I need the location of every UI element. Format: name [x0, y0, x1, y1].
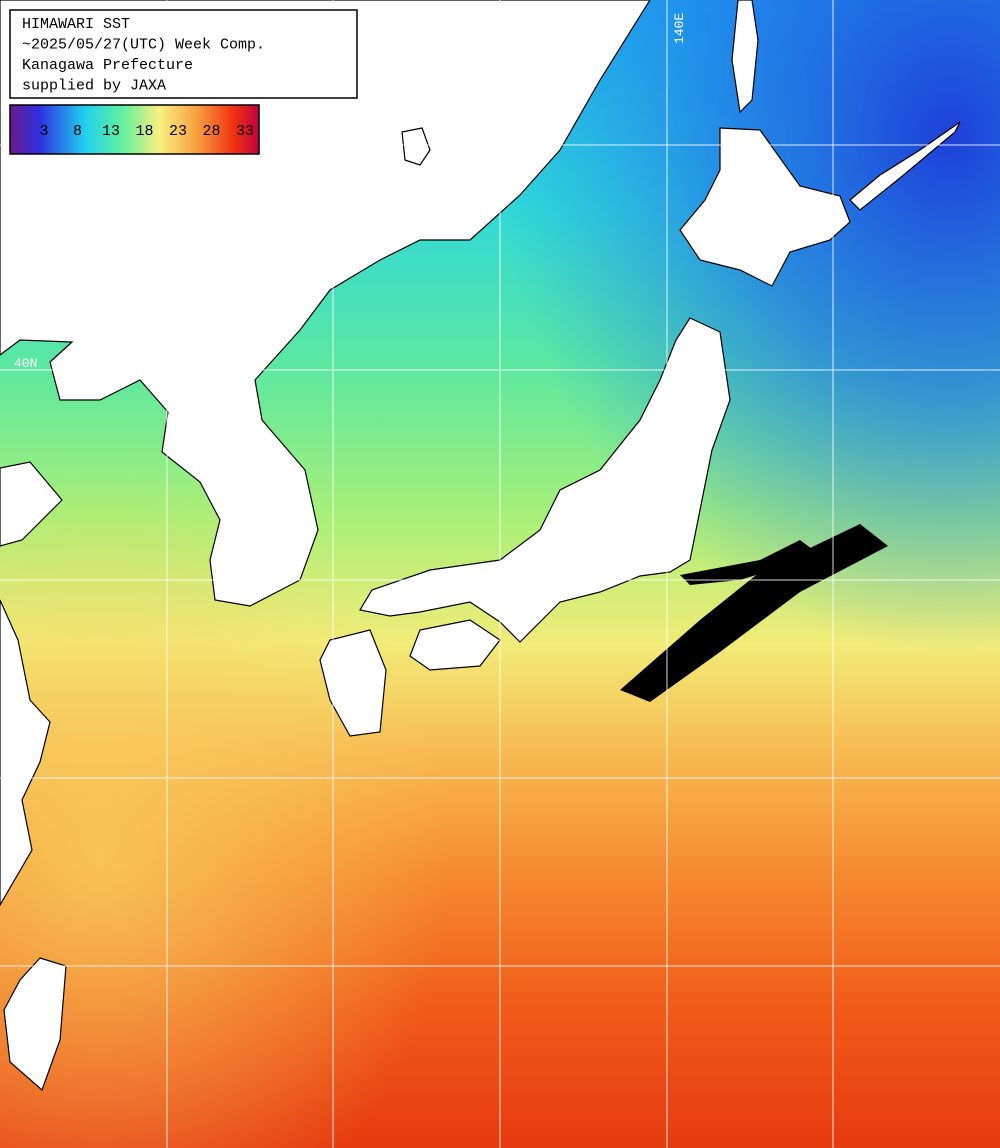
colorbar: 3 8 13 18 23 28 33 — [9, 104, 260, 155]
colorbar-tick-label: 23 — [169, 123, 187, 140]
colorbar-tick-label: 3 — [39, 123, 48, 140]
dokdo-island — [401, 127, 431, 166]
colorbar-tick-label: 8 — [73, 123, 82, 140]
kyushu — [319, 629, 387, 737]
colorbar-tick-label: 18 — [135, 123, 153, 140]
hokkaido — [679, 127, 851, 287]
colorbar-tick-label: 33 — [236, 123, 254, 140]
cloud-mask — [680, 540, 820, 585]
colorbar-tick-label: 13 — [102, 123, 120, 140]
lon-label: 140E — [672, 13, 687, 44]
colorbar-ramp — [9, 104, 260, 155]
china-coast-south — [0, 599, 51, 907]
sakhalin — [731, 0, 759, 114]
colorbar-tick-label: 28 — [202, 123, 220, 140]
cloud-mask — [620, 524, 888, 702]
china-coast — [0, 461, 63, 547]
header-line: HIMAWARI SST — [22, 16, 130, 33]
lat-label: 40N — [14, 356, 37, 371]
header-line: supplied by JAXA — [22, 78, 166, 95]
kuril — [849, 121, 961, 211]
shikoku — [409, 619, 501, 671]
header-line: Kanagawa Prefecture — [22, 57, 193, 74]
taiwan — [3, 957, 67, 1092]
header-frame — [9, 9, 358, 99]
header-lines: HIMAWARI SST ~2025/05/27(UTC) Week Comp. K… — [22, 16, 265, 95]
colorbar-ticks: 3 8 13 18 23 28 33 — [39, 123, 254, 140]
header-line: ~2025/05/27(UTC) Week Comp. — [22, 37, 265, 54]
header-box: HIMAWARI SST ~2025/05/27(UTC) Week Comp. K… — [9, 9, 358, 99]
honshu — [359, 317, 731, 643]
